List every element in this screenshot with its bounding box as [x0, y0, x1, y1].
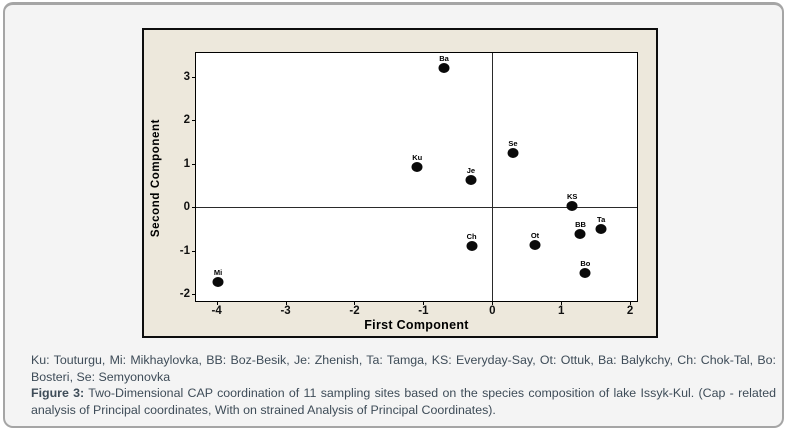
y-axis-tick-label: 3: [183, 70, 190, 83]
figure-caption-label: Figure 3:: [31, 386, 85, 401]
data-point-label-Ku: Ku: [412, 153, 423, 163]
figure-caption: Figure 3: Two-Dimensional CAP coordinatio…: [31, 385, 776, 418]
x-axis-tick-label: -4: [211, 305, 222, 317]
y-axis-tick-label: -1: [179, 244, 190, 257]
data-point-Se: [507, 148, 519, 159]
data-point-label-Je: Je: [466, 166, 476, 176]
data-point-KS: [566, 201, 578, 212]
x-axis-tick: [354, 301, 356, 305]
data-point-label-Bo: Bo: [580, 259, 591, 269]
site-abbreviations-legend: Ku: Touturgu, Mi: Mikhaylovka, BB: Boz-B…: [31, 353, 776, 384]
x-axis-tick: [561, 301, 563, 305]
plot-area: -4 -3 -2 -1 0 1 2 -2 -1 0 1 2 3 Ba Se Ku Je KS Ta BB Ot Ch Bo M…: [180, 52, 638, 317]
y-axis-tick-label: 0: [183, 201, 190, 214]
y-axis-tick-label: -2: [179, 288, 190, 301]
data-point-Ba: [438, 63, 450, 74]
x-axis-tick-label: -3: [280, 305, 291, 317]
y-axis-tick-label: 1: [183, 157, 190, 170]
x-axis-tick-label: 1: [558, 305, 565, 317]
y-axis-tick: [192, 294, 196, 296]
x-axis-tick-label: 2: [626, 305, 634, 317]
figure-caption-text: Two-Dimensional CAP coordination of 11 s…: [31, 386, 776, 417]
data-point-Je: [465, 175, 477, 186]
y-axis-tick: [192, 207, 196, 209]
y-axis-title: Second Component: [150, 118, 162, 238]
data-point-label-Mi: Mi: [213, 268, 223, 278]
data-point-label-Ch: Ch: [466, 232, 477, 242]
data-point-label-KS: KS: [567, 192, 578, 202]
page-card: -4 -3 -2 -1 0 1 2 -2 -1 0 1 2 3 Ba Se Ku Je KS Ta BB Ot Ch Bo M…: [3, 2, 784, 428]
x-axis-title: First Component: [364, 318, 469, 332]
figure-caption-block: Ku: Touturgu, Mi: Mikhaylovka, BB: Boz-B…: [31, 352, 776, 418]
y-axis-tick: [192, 250, 196, 252]
data-point-BB: [574, 228, 586, 239]
data-point-Ch: [466, 241, 478, 252]
x-axis-tick-label: 0: [489, 305, 496, 317]
x-axis-tick-label: -1: [418, 305, 429, 317]
data-point-Mi: [212, 277, 224, 288]
y-axis-tick: [192, 163, 196, 165]
y-axis-tick: [192, 76, 196, 78]
data-point-Bo: [579, 268, 591, 279]
data-point-Ta: [595, 223, 607, 234]
y-axis-tick: [192, 120, 196, 122]
data-point-Ku: [411, 162, 423, 173]
y-axis-tick-label: 2: [183, 114, 190, 127]
x-axis-tick: [423, 301, 425, 305]
data-point-label-BB: BB: [575, 219, 586, 229]
x-axis-tick-label: -2: [349, 305, 360, 317]
x-axis-tick: [630, 301, 632, 305]
data-point-label-Ba: Ba: [439, 54, 449, 64]
zero-reference-line-horizontal: [196, 207, 637, 209]
data-point-Ot: [529, 239, 541, 250]
x-axis-tick: [492, 301, 494, 305]
data-point-label-Ot: Ot: [530, 230, 540, 240]
x-axis-tick: [285, 301, 287, 305]
zero-reference-line-vertical: [492, 53, 494, 301]
data-point-label-Se: Se: [508, 139, 518, 149]
x-axis-tick: [216, 301, 218, 305]
data-point-label-Ta: Ta: [597, 214, 606, 224]
